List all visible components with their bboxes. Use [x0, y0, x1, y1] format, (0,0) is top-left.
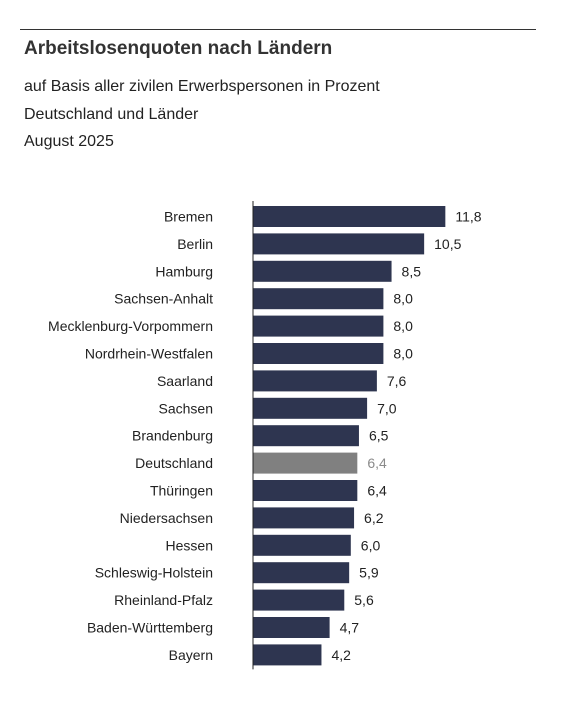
bar-sachsen-anhalt — [253, 288, 384, 310]
chart-subtitle-basis: auf Basis aller zivilen Erwerbspersonen … — [24, 78, 380, 95]
bar-nordrhein-westfalen — [253, 343, 384, 364]
category-label-rheinland-pfalz: Rheinland-Pfalz — [114, 592, 213, 608]
category-label-schleswig-holstein: Schleswig-Holstein — [95, 565, 213, 581]
category-label-berlin: Berlin — [177, 236, 213, 252]
bar-sachsen — [253, 397, 368, 419]
value-label-bayern: 4,2 — [331, 647, 351, 663]
bar-niedersachsen — [253, 507, 355, 529]
bar-hamburg — [253, 260, 392, 282]
bar-berlin — [253, 233, 425, 255]
bar-hessen — [253, 534, 351, 556]
category-label-thueringen: Thüringen — [150, 483, 213, 499]
category-label-hessen: Hessen — [166, 537, 213, 553]
category-label-sachsen-anhalt: Sachsen-Anhalt — [114, 291, 213, 307]
bar-mecklenburg-vorpommern — [253, 315, 384, 337]
chart-subtitle-date: August 2025 — [24, 133, 114, 150]
category-label-bayern: Bayern — [169, 647, 213, 663]
value-label-sachsen: 7,0 — [377, 400, 397, 416]
bar-thueringen — [253, 480, 358, 501]
value-label-nordrhein-westfalen: 8,0 — [393, 346, 413, 362]
value-label-rheinland-pfalz: 5,6 — [354, 592, 374, 608]
value-label-sachsen-anhalt: 8,0 — [393, 291, 413, 307]
category-label-mecklenburg-vorpommern: Mecklenburg-Vorpommern — [48, 318, 213, 334]
category-label-saarland: Saarland — [157, 373, 213, 389]
category-label-bremen: Bremen — [164, 209, 213, 225]
value-label-niedersachsen: 6,2 — [364, 510, 384, 526]
category-label-hamburg: Hamburg — [155, 263, 213, 279]
category-label-brandenburg: Brandenburg — [132, 428, 213, 444]
value-label-saarland: 7,6 — [387, 373, 407, 389]
chart-title: Arbeitslosenquoten nach Ländern — [24, 38, 333, 59]
category-label-baden-wuerttemberg: Baden-Württemberg — [87, 620, 213, 636]
bar-brandenburg — [253, 425, 359, 447]
value-label-berlin: 10,5 — [434, 236, 461, 252]
chart-subtitle-scope: Deutschland und Länder — [24, 106, 199, 123]
category-label-deutschland: Deutschland — [135, 455, 213, 471]
bar-saarland — [253, 370, 377, 392]
value-label-hamburg: 8,5 — [402, 263, 422, 279]
bar-rheinland-pfalz — [253, 589, 345, 611]
value-label-bremen: 11,8 — [455, 209, 481, 225]
value-label-deutschland: 6,4 — [367, 455, 387, 471]
value-label-thueringen: 6,4 — [367, 483, 387, 499]
bar-bayern — [253, 644, 322, 666]
bar-deutschland — [253, 452, 358, 474]
bar-baden-wuerttemberg — [253, 617, 330, 638]
bar-schleswig-holstein — [253, 562, 350, 584]
category-label-sachsen: Sachsen — [159, 400, 213, 416]
category-label-nordrhein-westfalen: Nordrhein-Westfalen — [85, 346, 213, 362]
value-label-mecklenburg-vorpommern: 8,0 — [393, 318, 413, 334]
value-label-brandenburg: 6,5 — [369, 428, 389, 444]
category-label-niedersachsen: Niedersachsen — [120, 510, 213, 526]
value-label-schleswig-holstein: 5,9 — [359, 565, 379, 581]
bar-bremen — [253, 206, 446, 227]
value-label-baden-wuerttemberg: 4,7 — [340, 620, 360, 636]
value-label-hessen: 6,0 — [361, 537, 381, 553]
top-rule — [20, 29, 536, 30]
